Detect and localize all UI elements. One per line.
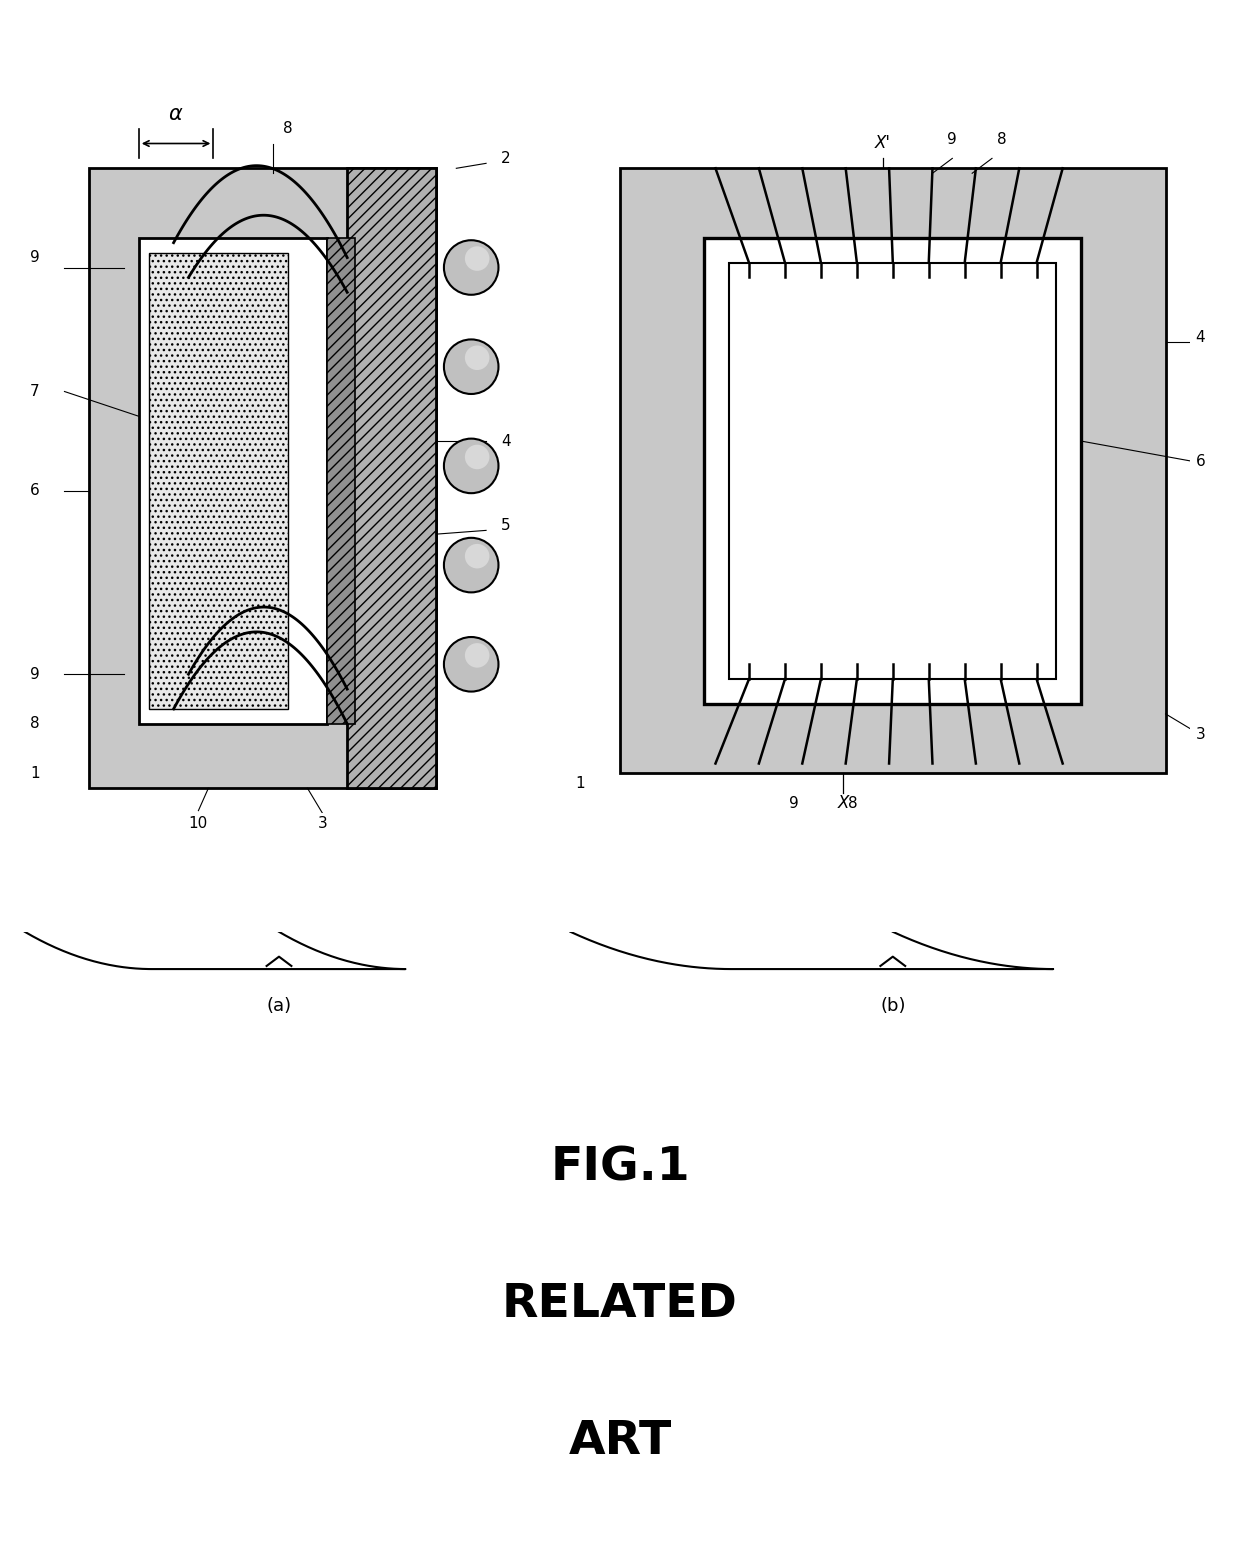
Text: 8: 8 bbox=[283, 121, 293, 137]
Text: 9: 9 bbox=[30, 250, 40, 266]
Circle shape bbox=[444, 241, 498, 295]
Text: 9: 9 bbox=[789, 797, 799, 811]
Bar bbox=[620, 168, 1166, 773]
Bar bbox=[89, 168, 436, 789]
Text: (b): (b) bbox=[880, 997, 905, 1016]
Text: FIG.1: FIG.1 bbox=[551, 1146, 689, 1190]
Text: 10: 10 bbox=[188, 815, 208, 831]
Text: 6: 6 bbox=[30, 483, 40, 499]
Text: RELATED: RELATED bbox=[502, 1283, 738, 1326]
Text: 9: 9 bbox=[947, 132, 957, 146]
Circle shape bbox=[444, 340, 498, 394]
Text: (a): (a) bbox=[267, 997, 291, 1016]
Bar bbox=[704, 238, 1081, 704]
Text: 7: 7 bbox=[30, 384, 40, 399]
Text: X': X' bbox=[875, 135, 890, 152]
Bar bbox=[620, 168, 1166, 773]
Circle shape bbox=[465, 643, 490, 668]
Text: 5: 5 bbox=[501, 517, 511, 533]
Text: 3: 3 bbox=[317, 815, 327, 831]
Circle shape bbox=[465, 345, 490, 370]
Text: 9: 9 bbox=[30, 666, 40, 682]
Circle shape bbox=[444, 637, 498, 691]
Text: 6: 6 bbox=[1195, 453, 1205, 469]
Bar bbox=[327, 238, 355, 724]
Text: $\alpha$: $\alpha$ bbox=[169, 104, 184, 124]
Circle shape bbox=[465, 444, 490, 469]
Bar bbox=[89, 168, 436, 789]
Text: 3: 3 bbox=[1195, 727, 1205, 742]
Text: 1: 1 bbox=[575, 776, 585, 792]
Text: X: X bbox=[837, 794, 849, 812]
Bar bbox=[149, 253, 288, 708]
Bar bbox=[729, 262, 1056, 679]
Circle shape bbox=[465, 247, 490, 270]
Bar bbox=[139, 238, 327, 724]
Circle shape bbox=[444, 438, 498, 494]
Circle shape bbox=[465, 544, 490, 568]
Text: 8: 8 bbox=[848, 797, 858, 811]
Bar bbox=[347, 168, 436, 789]
Text: ART: ART bbox=[568, 1419, 672, 1463]
Text: 4: 4 bbox=[1195, 329, 1205, 345]
Text: 1: 1 bbox=[30, 766, 40, 781]
Text: 8: 8 bbox=[997, 132, 1007, 146]
Circle shape bbox=[444, 537, 498, 592]
Text: 2: 2 bbox=[501, 151, 511, 166]
Text: 8: 8 bbox=[30, 716, 40, 731]
Text: 4: 4 bbox=[501, 433, 511, 449]
